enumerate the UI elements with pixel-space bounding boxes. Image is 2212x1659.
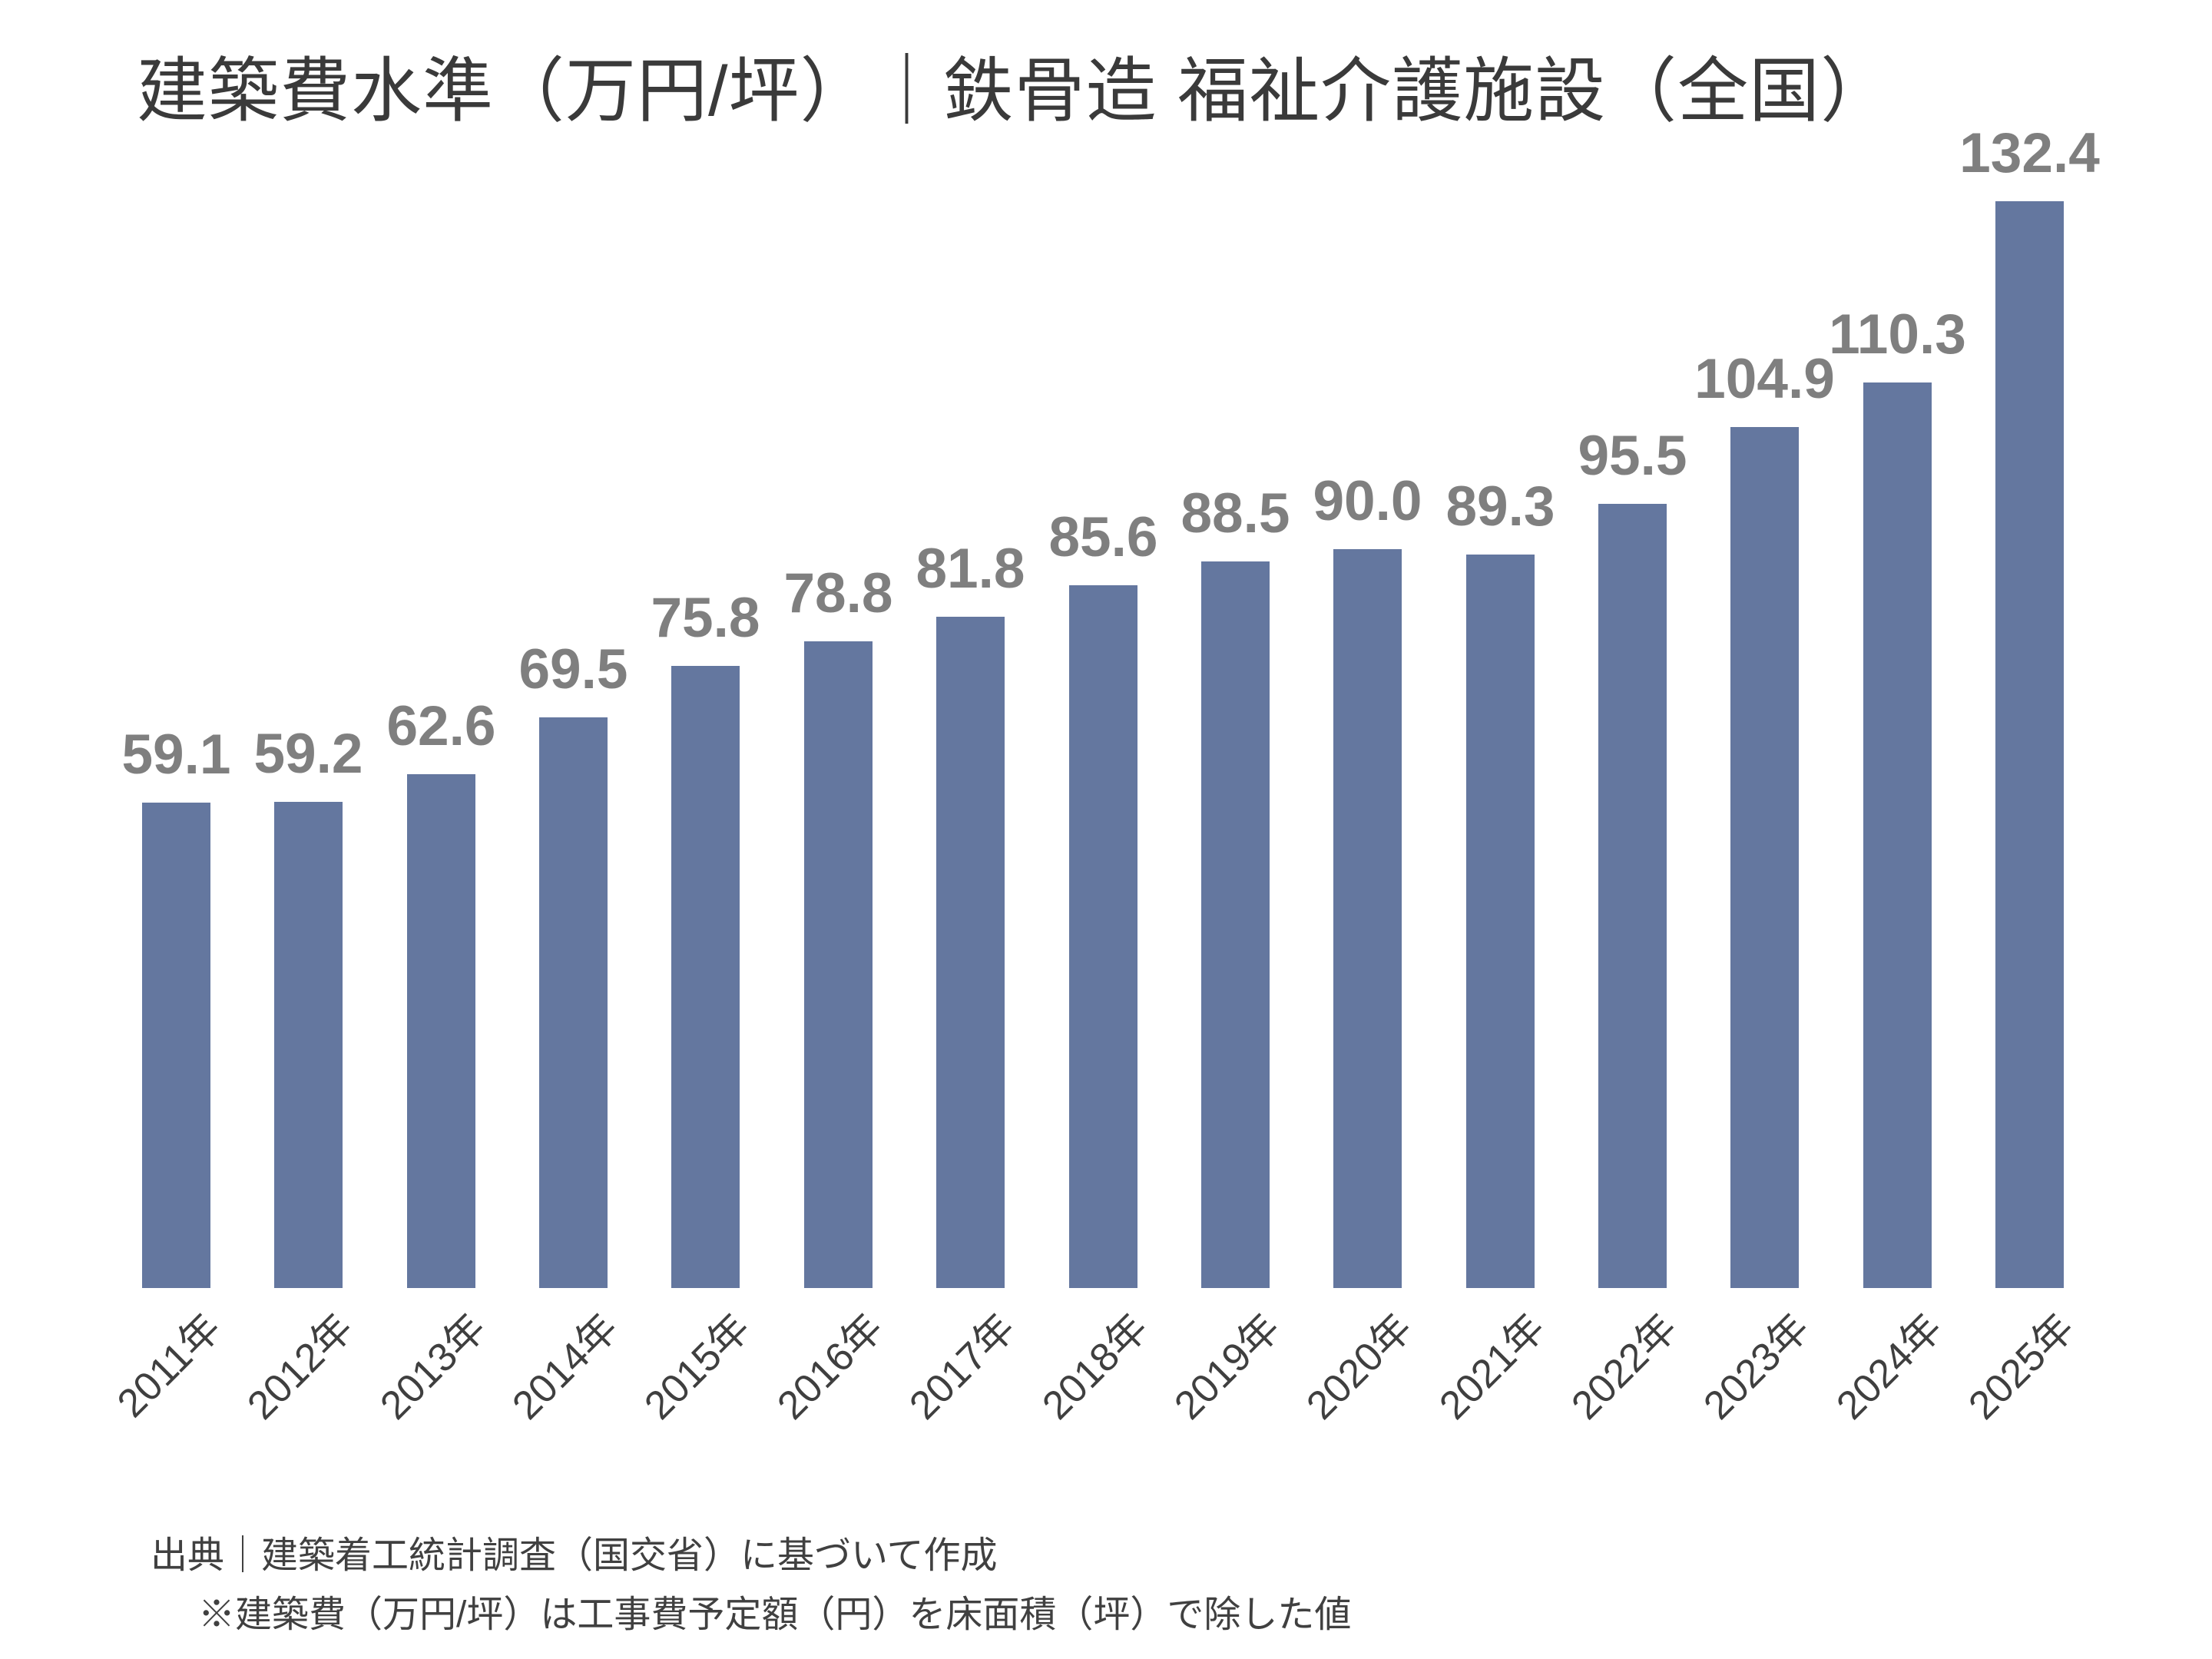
bar <box>1201 561 1270 1288</box>
bar-value-label: 75.8 <box>651 587 760 649</box>
bar <box>1730 427 1799 1288</box>
bar-value-label: 88.5 <box>1181 482 1290 545</box>
bar <box>142 803 210 1288</box>
bar-value-label: 59.2 <box>253 723 363 785</box>
chart-title: 建築費水準（万円/坪）｜鉄骨造 福祉介護施設（全国） <box>137 52 1892 131</box>
bar-value-label: 110.3 <box>1829 303 1966 366</box>
bar <box>671 666 740 1288</box>
bar <box>804 641 873 1288</box>
bar-value-label: 59.1 <box>121 724 231 786</box>
bar <box>274 802 343 1288</box>
bar <box>407 774 475 1288</box>
bar <box>1598 504 1667 1288</box>
bar-value-label: 90.0 <box>1313 470 1422 532</box>
bar-value-label: 89.3 <box>1445 475 1555 538</box>
definition-note: ※建築費（万円/坪）は工事費予定額（円）を床面積（坪）で除した値 <box>198 1594 1352 1635</box>
bar-value-label: 78.8 <box>783 562 893 624</box>
bar-value-label: 62.6 <box>386 695 496 757</box>
bar-value-label: 132.4 <box>1959 122 2100 184</box>
bar <box>1333 549 1402 1288</box>
bar-value-label: 85.6 <box>1048 506 1158 568</box>
bar <box>1069 585 1137 1288</box>
bar-value-label: 81.8 <box>916 538 1025 600</box>
bar <box>1466 555 1535 1288</box>
source-note: 出典｜建築着工統計調査（国交省）に基づいて作成 <box>151 1535 998 1576</box>
bar-value-label: 69.5 <box>518 638 628 700</box>
bar <box>539 717 608 1288</box>
bar-value-label: 95.5 <box>1578 425 1687 487</box>
bar <box>1863 382 1932 1288</box>
bar-value-label: 104.9 <box>1694 348 1835 410</box>
bar <box>1995 201 2064 1288</box>
bar <box>936 617 1005 1288</box>
